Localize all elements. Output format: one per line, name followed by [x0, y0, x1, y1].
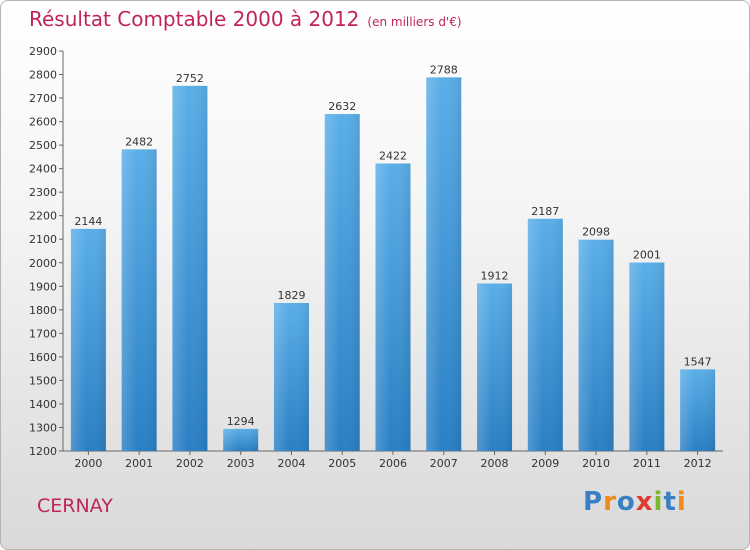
logo-letter: t — [663, 487, 677, 517]
x-tick-label: 2001 — [125, 457, 153, 470]
y-tick-label: 1600 — [29, 351, 57, 364]
bar-value-label: 1294 — [227, 415, 255, 428]
y-tick-label: 2200 — [29, 210, 57, 223]
x-tick-label: 2006 — [379, 457, 407, 470]
logo-letter: r — [603, 487, 617, 517]
bar-shade — [527, 218, 563, 451]
bar-value-label: 2752 — [176, 72, 204, 85]
bar-shade — [477, 283, 513, 451]
bar-value-label: 2422 — [379, 149, 407, 162]
bar-shade — [426, 77, 462, 452]
logo-letter: o — [616, 487, 636, 517]
bar-value-label: 1547 — [684, 355, 712, 368]
bar-value-label: 1829 — [277, 289, 305, 302]
logo-letter: i — [676, 487, 687, 517]
y-tick-label: 1400 — [29, 398, 57, 411]
bar-shade — [70, 228, 106, 451]
bar-value-label: 2187 — [531, 205, 559, 218]
x-tick-label: 2009 — [531, 457, 559, 470]
y-tick-label: 2500 — [29, 139, 57, 152]
y-tick-label: 1500 — [29, 374, 57, 387]
x-tick-label: 2003 — [227, 457, 255, 470]
y-tick-label: 2600 — [29, 116, 57, 129]
x-tick-label: 2005 — [328, 457, 356, 470]
logo-letter: x — [635, 487, 654, 517]
y-tick-label: 1300 — [29, 421, 57, 434]
y-tick-label: 2000 — [29, 257, 57, 270]
bar-shade — [629, 262, 665, 451]
chart-title-text: Résultat Comptable 2000 à 2012 — [29, 7, 360, 31]
bar-value-label: 1912 — [481, 269, 509, 282]
bar-value-label: 2098 — [582, 226, 610, 239]
y-tick-label: 2700 — [29, 92, 57, 105]
bar-shade — [172, 85, 208, 451]
bar-shade — [223, 428, 259, 451]
logo-letter: P — [583, 487, 604, 517]
proxiti-logo: Proxiti — [583, 487, 687, 517]
bar-value-label: 2001 — [633, 249, 661, 262]
y-tick-label: 1700 — [29, 327, 57, 340]
chart-subtitle: (en milliers d'€) — [367, 15, 462, 29]
bar-shade — [680, 369, 716, 451]
x-tick-label: 2010 — [582, 457, 610, 470]
bar-shade — [273, 303, 309, 451]
y-tick-label: 1200 — [29, 445, 57, 458]
x-tick-label: 2008 — [481, 457, 509, 470]
y-tick-label: 1900 — [29, 280, 57, 293]
y-tick-label: 2800 — [29, 69, 57, 82]
chart-title: Résultat Comptable 2000 à 2012 (en millie… — [29, 7, 462, 31]
bar-shade — [324, 114, 360, 451]
y-tick-label: 2300 — [29, 186, 57, 199]
x-tick-label: 2012 — [684, 457, 712, 470]
bar-value-label: 2144 — [74, 215, 102, 228]
x-tick-label: 2002 — [176, 457, 204, 470]
bar-value-label: 2632 — [328, 100, 356, 113]
y-tick-label: 2400 — [29, 163, 57, 176]
bar-shade — [375, 163, 411, 451]
bar-value-label: 2482 — [125, 135, 153, 148]
y-tick-label: 1800 — [29, 304, 57, 317]
x-tick-label: 2011 — [633, 457, 661, 470]
x-tick-label: 2000 — [74, 457, 102, 470]
logo-letter: i — [653, 487, 664, 517]
bar-shade — [121, 149, 157, 451]
bar-shade — [578, 239, 614, 451]
y-tick-label: 2900 — [29, 45, 57, 58]
y-tick-label: 2100 — [29, 233, 57, 246]
x-tick-label: 2007 — [430, 457, 458, 470]
x-tick-label: 2004 — [277, 457, 305, 470]
city-name: CERNAY — [37, 495, 113, 517]
bar-value-label: 2788 — [430, 63, 458, 76]
